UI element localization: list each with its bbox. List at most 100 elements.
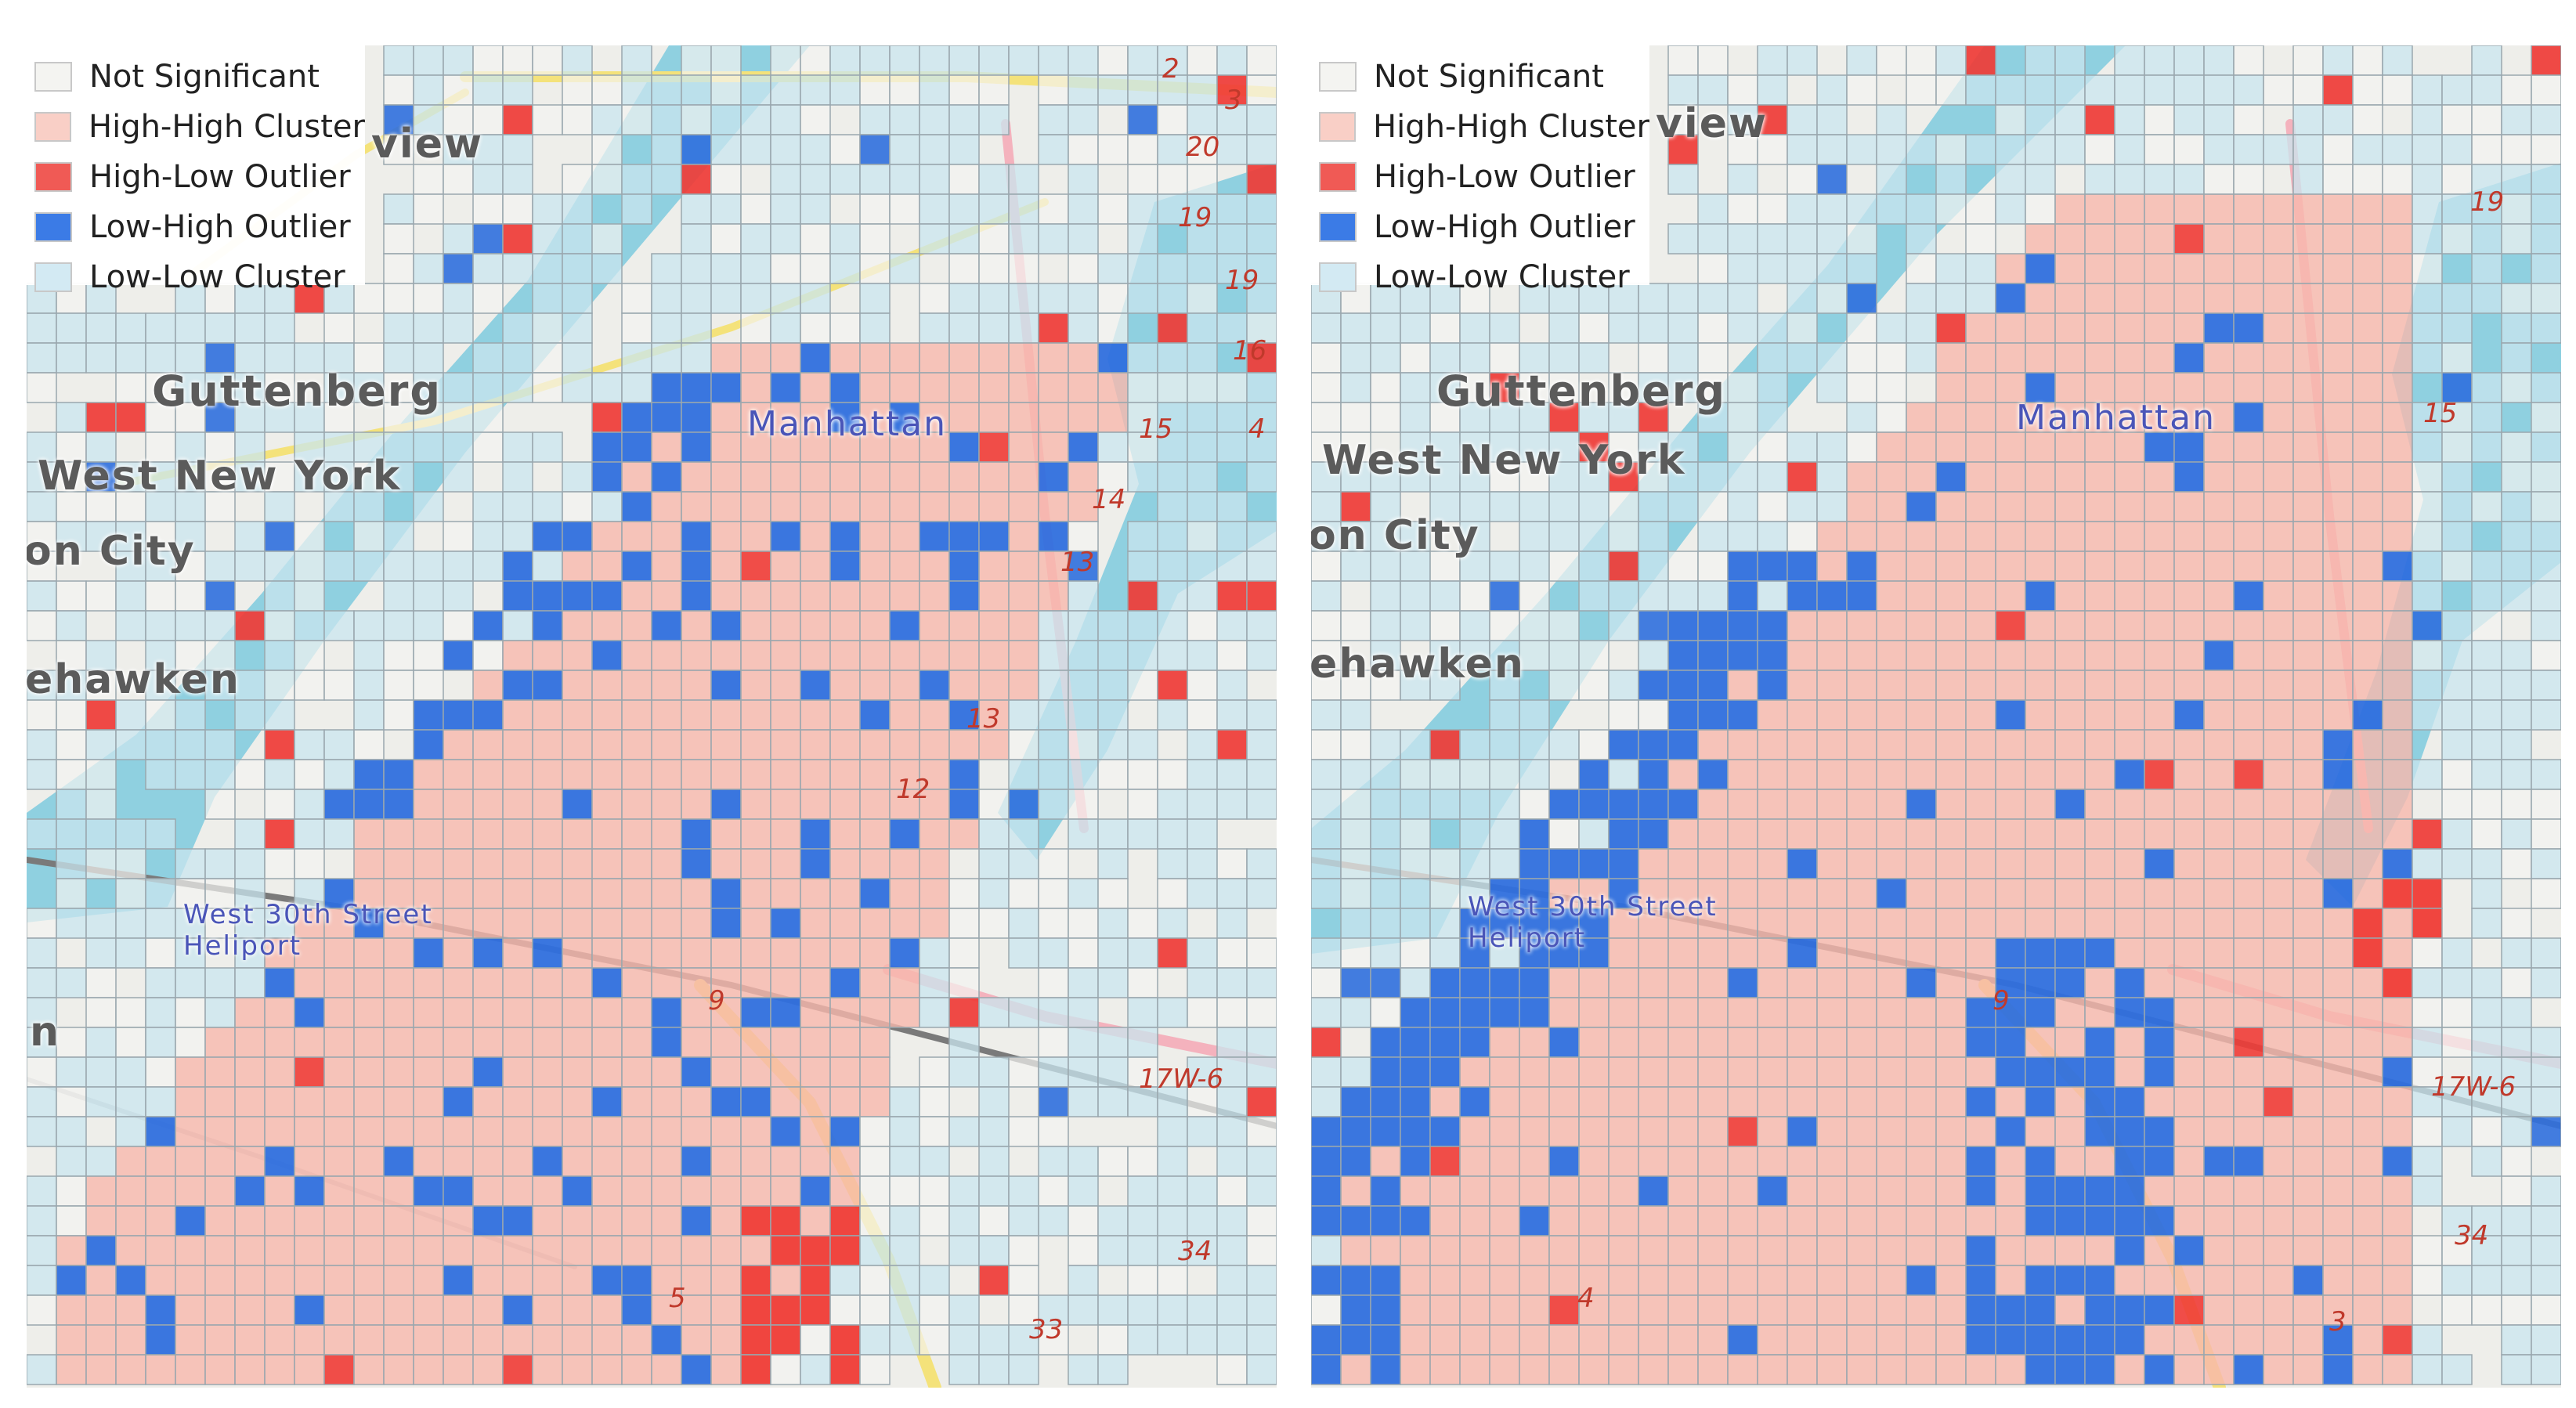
grid-cell (502, 848, 533, 879)
grid-cell (56, 967, 87, 998)
grid-cell (56, 1116, 87, 1147)
grid-cell (1370, 908, 1401, 939)
grid-cell (651, 908, 682, 939)
grid-cell (175, 1175, 206, 1207)
grid-cell (204, 610, 236, 641)
grid-cell (2412, 1056, 2443, 1088)
grid-cell (1608, 699, 1639, 731)
grid-cell (1727, 1324, 1758, 1356)
grid-cell (175, 1205, 206, 1237)
grid-cell (2471, 967, 2502, 998)
grid-cell (2352, 640, 2383, 671)
grid-cell (532, 1086, 563, 1117)
grid-cell (889, 253, 920, 284)
grid-cell (413, 1027, 444, 1058)
grid-cell (800, 45, 831, 76)
grid-cell (1489, 312, 1520, 344)
grid-cell (2531, 491, 2561, 522)
grid-cell (1340, 997, 1371, 1028)
grid-cell (1187, 759, 1218, 790)
grid-cell (2441, 729, 2473, 760)
grid-cell (1157, 461, 1188, 493)
grid-cell (1727, 551, 1758, 582)
grid-cell (2203, 789, 2235, 820)
grid-cell (1608, 818, 1639, 850)
grid-cell (2412, 997, 2443, 1028)
grid-cell (1519, 1205, 1550, 1237)
grid-cell (1787, 283, 1818, 314)
legend-label: Low-High Outlier (1374, 209, 1635, 245)
grid-cell (800, 1205, 831, 1237)
grid-cell (829, 1294, 861, 1326)
grid-cell (562, 670, 593, 701)
grid-cell (413, 312, 444, 344)
grid-cell (2233, 908, 2264, 939)
grid-cell (740, 670, 771, 701)
grid-cell (562, 729, 593, 760)
grid-cell (204, 342, 236, 374)
grid-cell (2352, 818, 2383, 850)
grid-cell (2084, 1056, 2115, 1088)
grid-cell (2263, 134, 2294, 165)
grid-cell (85, 818, 117, 850)
grid-cell (85, 967, 117, 998)
grid-cell (919, 997, 950, 1028)
grid-cell (2382, 1056, 2413, 1088)
grid-cell (651, 699, 682, 731)
grid-cell (27, 461, 57, 493)
grid-cell (115, 1205, 146, 1237)
grid-cell (1311, 1235, 1342, 1266)
grid-cell (2531, 74, 2561, 106)
grid-cell (1246, 134, 1277, 165)
grid-cell (1311, 1205, 1342, 1237)
grid-cell (2471, 699, 2502, 731)
grid-cell (2084, 521, 2115, 552)
grid-cell (234, 1116, 266, 1147)
grid-cell (2382, 283, 2413, 314)
grid-cell (2203, 1056, 2235, 1088)
grid-cell (919, 1205, 950, 1237)
grid-cell (770, 908, 801, 939)
grid-cell (2173, 759, 2205, 790)
grid-cell (1846, 610, 1877, 641)
grid-cell (1548, 1324, 1580, 1356)
grid-cell (1097, 699, 1129, 731)
grid-cell (413, 1146, 444, 1177)
grid-cell (2054, 1086, 2086, 1117)
grid-cell (1489, 1205, 1520, 1237)
grid-cell (2501, 372, 2532, 403)
grid-cell (2144, 521, 2175, 552)
grid-cell (1008, 1235, 1039, 1266)
grid-cell (1311, 997, 1342, 1028)
grid-cell (562, 1027, 593, 1058)
grid-cell (2203, 312, 2235, 344)
grid-cell (2441, 848, 2473, 879)
grid-cell (443, 372, 474, 403)
grid-cell (2382, 1294, 2413, 1326)
grid-cell (1578, 878, 1610, 909)
grid-cell (2203, 45, 2235, 76)
grid-cell (1038, 937, 1069, 969)
grid-cell (2025, 789, 2056, 820)
grid-cell (1876, 1027, 1907, 1058)
grid-cell (234, 551, 266, 582)
grid-cell (502, 45, 533, 76)
grid-cell (1429, 312, 1461, 344)
grid-cell (1459, 1146, 1490, 1177)
grid-cell (2084, 997, 2115, 1028)
grid-cell (2352, 967, 2383, 998)
grid-cell (1340, 967, 1371, 998)
grid-cell (1068, 1056, 1099, 1088)
grid-cell (502, 610, 533, 641)
grid-cell (1876, 164, 1907, 195)
grid-cell (2263, 253, 2294, 284)
grid-cell (472, 402, 504, 433)
grid-cell (1008, 997, 1039, 1028)
grid-cell (1008, 1354, 1039, 1385)
grid-cell (502, 164, 533, 195)
grid-cell (1548, 789, 1580, 820)
grid-cell (1876, 491, 1907, 522)
grid-cell (2382, 848, 2413, 879)
grid-cell (472, 104, 504, 135)
grid-cell (1246, 342, 1277, 374)
